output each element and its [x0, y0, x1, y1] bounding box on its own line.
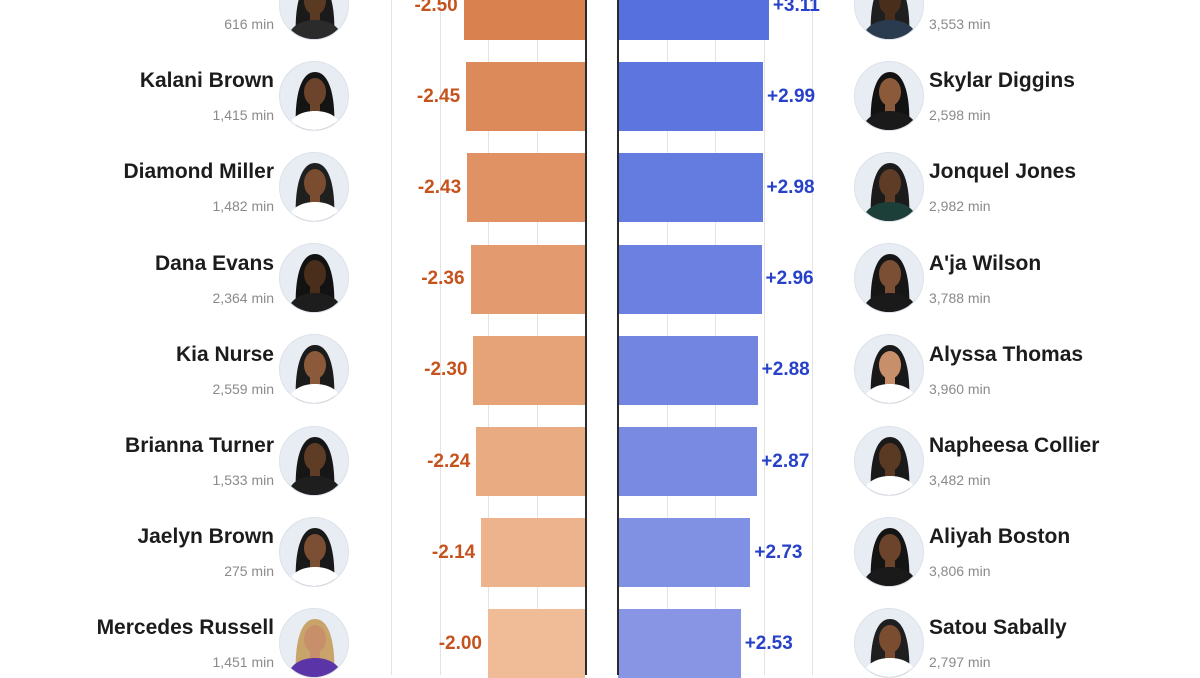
bar-negative [467, 153, 585, 223]
player-headshot-icon [854, 607, 924, 678]
bar-negative [481, 518, 585, 588]
bar-positive [618, 153, 763, 223]
player-minutes: 2,559 min [212, 380, 274, 397]
player-minutes: 2,797 min [929, 654, 991, 671]
player-name: Kalani Brown [139, 69, 274, 93]
data-label: -2.00 [438, 632, 482, 654]
bar-negative [476, 427, 585, 496]
bar-positive [618, 62, 763, 132]
bar-positive [618, 518, 751, 588]
player-minutes: 3,960 min [929, 380, 991, 397]
player-minutes: 275 min [224, 563, 274, 580]
player-minutes: 2,598 min [929, 107, 991, 124]
zero-axis [617, 0, 619, 675]
bar-negative [466, 62, 585, 132]
data-label: -2.30 [424, 359, 468, 381]
player-headshot-icon [279, 607, 349, 678]
data-label: +2.99 [767, 85, 816, 107]
player-minutes: 1,533 min [212, 472, 274, 488]
player-minutes: 1,451 min [212, 654, 274, 671]
player-headshot-icon [279, 243, 349, 314]
player-name: Skylar Diggins [929, 69, 1075, 93]
bar-negative [488, 609, 585, 678]
data-label: +2.73 [754, 541, 803, 563]
bar-positive [618, 609, 741, 678]
player-headshot-icon [854, 425, 924, 496]
data-label: +2.88 [761, 359, 810, 381]
player-name: Napheesa Collier [929, 434, 1100, 457]
player-name: A'ja Wilson [929, 251, 1042, 275]
player-headshot-icon [854, 243, 924, 314]
data-label: -2.50 [414, 0, 458, 16]
data-label: -2.45 [416, 85, 461, 107]
player-minutes: 2,364 min [212, 289, 274, 306]
player-name: Jaelyn Brown [137, 525, 274, 549]
bar-positive [618, 0, 769, 40]
player-minutes: 1,482 min [212, 198, 274, 215]
data-label: -2.14 [431, 541, 476, 563]
player-name: Mercedes Russell [96, 616, 274, 640]
player-name: Jonquel Jones [929, 160, 1077, 184]
player-name: Dana Evans [154, 251, 274, 275]
player-headshot-icon [279, 60, 349, 131]
player-name: Satou Sabally [929, 616, 1067, 640]
player-headshot-icon [854, 334, 924, 405]
bar-positive [618, 244, 762, 314]
data-label: +2.53 [744, 632, 793, 654]
player-minutes: 3,788 min [929, 289, 991, 306]
player-headshot-icon [854, 0, 924, 40]
gridline [812, 0, 813, 675]
player-name: Kia Nurse [175, 342, 274, 366]
player-minutes: 1,415 min [212, 107, 274, 124]
player-headshot-icon [854, 516, 924, 587]
data-label: +3.11 [772, 0, 820, 16]
player-minutes: 3,806 min [929, 563, 991, 580]
bar-negative [463, 0, 585, 40]
player-headshot-icon [279, 151, 349, 222]
data-label: +2.96 [765, 268, 814, 290]
bar-positive [618, 335, 758, 405]
player-name: Brianna Turner [125, 434, 274, 457]
gridline [763, 0, 765, 675]
gridline [439, 0, 441, 675]
data-label: -2.24 [427, 450, 471, 472]
player-headshot-icon [279, 516, 349, 587]
bar-negative [470, 244, 585, 314]
player-headshot-icon [854, 151, 924, 222]
bar-positive [618, 427, 758, 496]
player-headshot-icon [279, 334, 349, 405]
player-name: Aliyah Boston [929, 525, 1071, 549]
player-minutes: 3,482 min [929, 472, 991, 488]
player-name: Diamond Miller [123, 160, 274, 184]
data-label: -2.36 [421, 268, 465, 290]
zero-axis [585, 0, 587, 675]
player-minutes: 3,553 min [929, 16, 991, 32]
player-minutes: 616 min [224, 16, 274, 32]
bar-negative [473, 335, 585, 405]
player-headshot-icon [854, 60, 924, 131]
player-name: Alyssa Thomas [929, 342, 1084, 366]
player-minutes: 2,982 min [929, 198, 991, 215]
data-label: +2.98 [766, 176, 815, 198]
data-label: +2.87 [761, 450, 810, 472]
player-headshot-icon [279, 0, 349, 40]
data-label: -2.43 [417, 176, 462, 198]
player-headshot-icon [279, 425, 349, 496]
gridline [391, 0, 392, 675]
